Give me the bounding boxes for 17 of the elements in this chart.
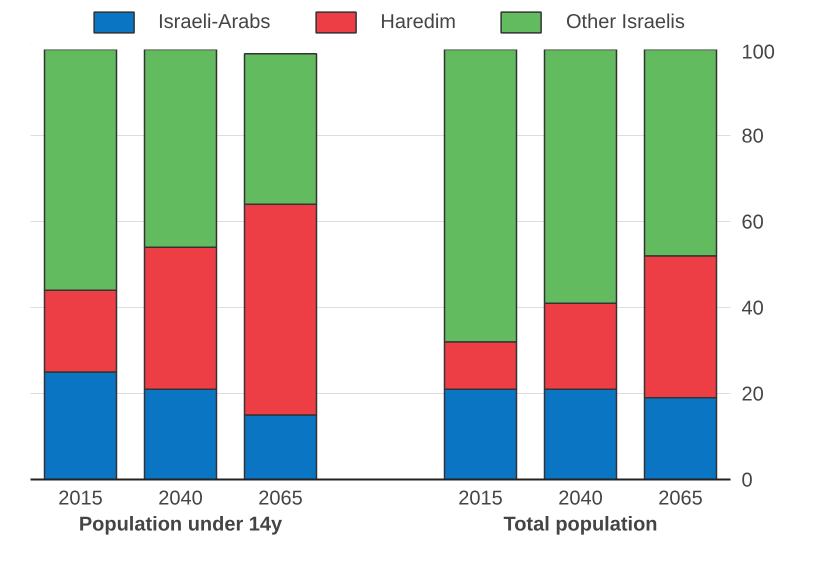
y-tick-label: 0 <box>742 470 753 492</box>
x-tick-label: 2040 <box>558 488 603 510</box>
x-tick-label: 2015 <box>58 488 103 510</box>
y-tick-label: 80 <box>742 126 764 148</box>
y-tick-label: 100 <box>742 42 775 64</box>
x-tick-label: 2065 <box>658 488 703 510</box>
x-tick-label: 2065 <box>258 488 303 510</box>
text: Population under 14y <box>78 514 284 536</box>
legend-label: Haredim <box>380 10 456 34</box>
legend-label: Other Israelis <box>566 10 685 34</box>
y-tick-label: 40 <box>742 298 764 320</box>
legend-label: Israeli-Arabs <box>158 10 270 34</box>
text: Total population <box>503 514 658 536</box>
y-tick-label: 60 <box>742 212 764 234</box>
x-tick-label: 2015 <box>458 488 503 510</box>
x-tick-label: 2040 <box>158 488 203 510</box>
y-tick-label: 20 <box>742 384 764 406</box>
